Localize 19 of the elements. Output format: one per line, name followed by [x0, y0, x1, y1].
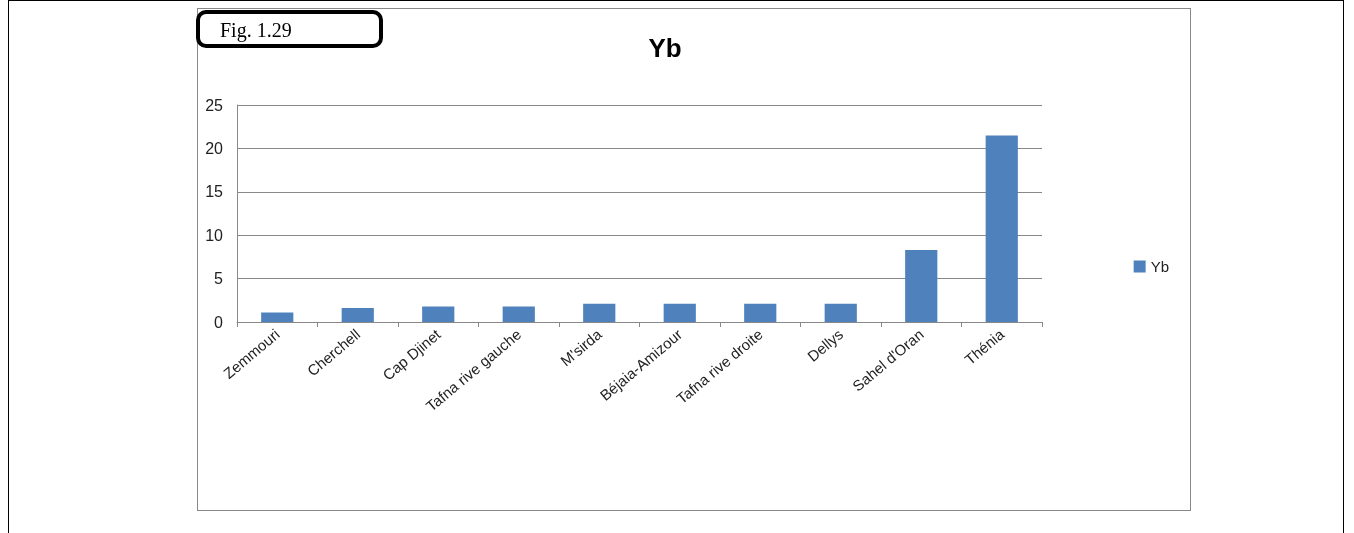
bar: [261, 312, 294, 322]
legend-label: Yb: [1150, 258, 1170, 275]
bar: [341, 308, 374, 322]
y-tick-label: 15: [205, 183, 224, 201]
bar: [583, 303, 616, 322]
y-tick-label: 0: [214, 313, 224, 331]
bar: [502, 306, 535, 322]
y-tick-label: 25: [205, 96, 224, 114]
bar: [824, 303, 857, 322]
y-tick-label: 10: [205, 226, 224, 244]
bar: [985, 135, 1018, 322]
bar: [905, 249, 938, 322]
chart-title: Yb: [648, 33, 682, 63]
bar: [422, 306, 455, 322]
bar: [663, 303, 696, 322]
caption: Fig. 1.29: [220, 19, 292, 42]
bar: [744, 303, 777, 322]
y-tick-label: 20: [205, 139, 224, 157]
y-tick-label: 5: [214, 270, 224, 288]
